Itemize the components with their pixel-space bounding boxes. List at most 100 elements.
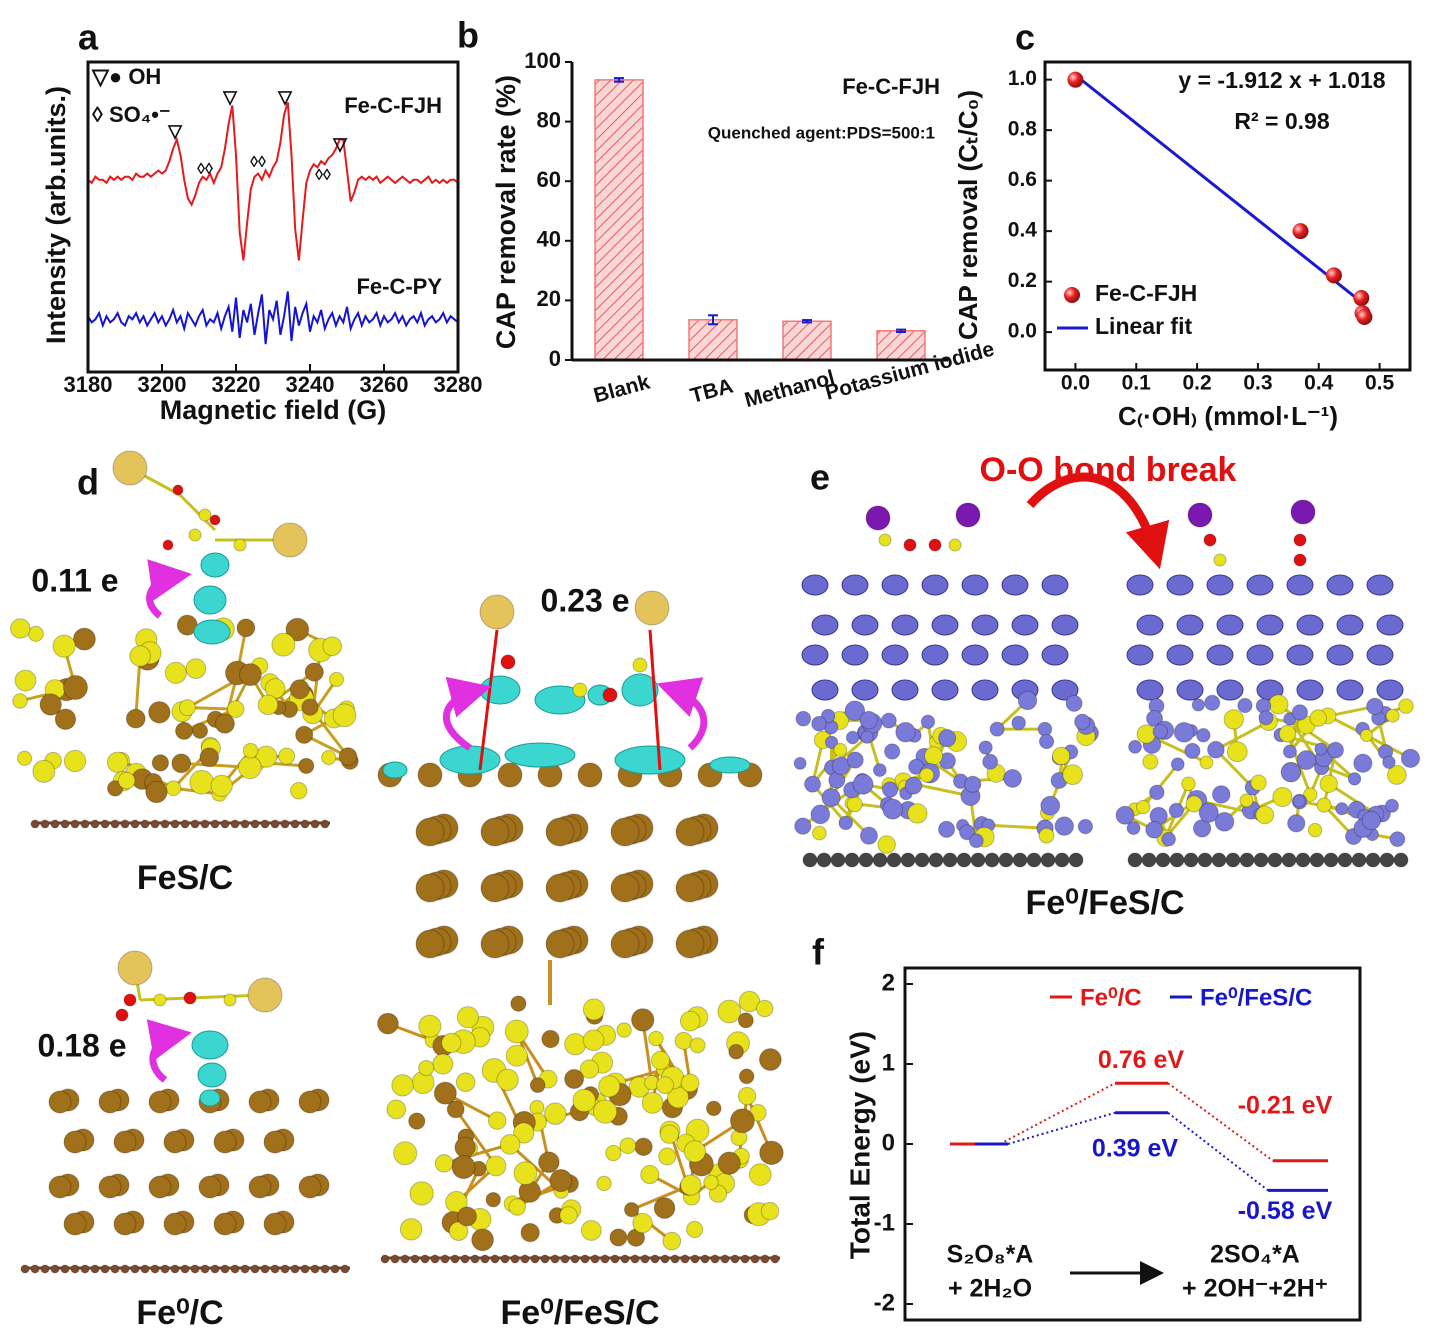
atom <box>106 751 129 774</box>
atom <box>52 634 76 658</box>
atom <box>1282 744 1297 759</box>
atom <box>1011 715 1026 731</box>
atom <box>120 819 130 829</box>
atom <box>1286 644 1314 666</box>
atom <box>236 618 256 638</box>
atom <box>821 788 841 808</box>
atom <box>1135 799 1151 815</box>
atom <box>596 1175 612 1192</box>
atom <box>255 745 278 768</box>
atom <box>130 1264 140 1274</box>
atom <box>505 1044 528 1067</box>
atom <box>540 1254 550 1264</box>
atom <box>760 1254 770 1264</box>
atom <box>680 1174 702 1196</box>
atom <box>120 1264 130 1274</box>
x-tick-label: 3280 <box>434 372 483 397</box>
atom <box>1280 762 1302 783</box>
atom <box>1196 728 1211 743</box>
atom <box>984 852 1000 868</box>
charge-density <box>504 742 576 768</box>
atom <box>148 701 171 724</box>
value-label: -0.58 eV <box>1238 1197 1333 1225</box>
atom <box>1001 644 1029 666</box>
atom <box>544 1102 567 1125</box>
atom <box>1400 748 1421 768</box>
atom <box>1307 822 1323 838</box>
atom <box>63 1130 87 1154</box>
peak-marker: ▽ <box>222 87 238 107</box>
atom <box>60 819 70 829</box>
atom <box>710 1254 720 1264</box>
atom <box>830 852 846 868</box>
y-tick-label: 0 <box>882 1129 895 1156</box>
atom <box>192 722 209 739</box>
atom <box>881 644 909 666</box>
y-tick-label: 1 <box>882 1049 895 1076</box>
atom <box>1337 852 1353 868</box>
atom <box>151 754 170 772</box>
bond <box>1215 720 1270 752</box>
atom <box>163 1212 187 1236</box>
peak-marker: ▽ <box>167 121 183 141</box>
atom <box>48 1175 72 1199</box>
atom <box>931 679 959 701</box>
atom <box>1206 574 1234 596</box>
atom <box>1385 708 1400 723</box>
atom <box>737 1086 757 1106</box>
atom <box>247 977 283 1013</box>
atom <box>240 1264 250 1274</box>
atom <box>1351 852 1367 868</box>
atom <box>248 1175 272 1199</box>
atom <box>650 1254 660 1264</box>
atom <box>30 1264 40 1274</box>
atom <box>40 1264 50 1274</box>
x-tick-label: 3240 <box>286 372 335 397</box>
atom <box>30 819 40 829</box>
atom <box>904 776 923 795</box>
atom <box>490 1254 500 1264</box>
atom <box>690 1254 700 1264</box>
series-label: Fe-C-PY <box>356 274 442 299</box>
atom <box>1126 574 1154 596</box>
atom <box>737 1012 754 1029</box>
atom <box>418 1059 435 1077</box>
atom <box>811 614 839 636</box>
atom <box>170 1264 180 1274</box>
charge-arrow <box>146 559 192 619</box>
atom <box>919 767 935 783</box>
panel-label: e <box>810 457 830 498</box>
atom <box>903 538 917 552</box>
y-tick-label: 40 <box>537 227 561 252</box>
atom <box>1314 742 1328 756</box>
atom <box>1292 794 1306 808</box>
atom <box>1296 750 1317 771</box>
atom <box>210 1264 220 1274</box>
legend-text: Fe⁰/FeS/C <box>1200 984 1312 1011</box>
atom <box>125 708 146 729</box>
atom <box>592 1099 618 1124</box>
atom <box>1115 805 1135 825</box>
atom <box>1226 741 1248 763</box>
atom <box>846 751 864 769</box>
atom <box>738 990 761 1013</box>
x-axis-label: C₍·OH₎ (mmol·L⁻¹) <box>1118 401 1338 431</box>
atom <box>982 753 999 770</box>
atom <box>541 1029 560 1049</box>
y-tick-label: -1 <box>874 1209 895 1236</box>
atom <box>891 679 919 701</box>
structures <box>10 450 1421 1274</box>
atom <box>545 817 575 847</box>
y-tick-label: 0.2 <box>1008 269 1037 292</box>
atom <box>40 819 50 829</box>
atom <box>1038 827 1055 844</box>
atom <box>686 1220 704 1238</box>
atom <box>117 771 136 790</box>
atom <box>80 819 90 829</box>
atom <box>675 929 705 959</box>
atom <box>1303 787 1318 802</box>
atom <box>1296 679 1324 701</box>
atom <box>1326 574 1354 596</box>
atom <box>881 781 899 798</box>
atom <box>110 819 120 829</box>
